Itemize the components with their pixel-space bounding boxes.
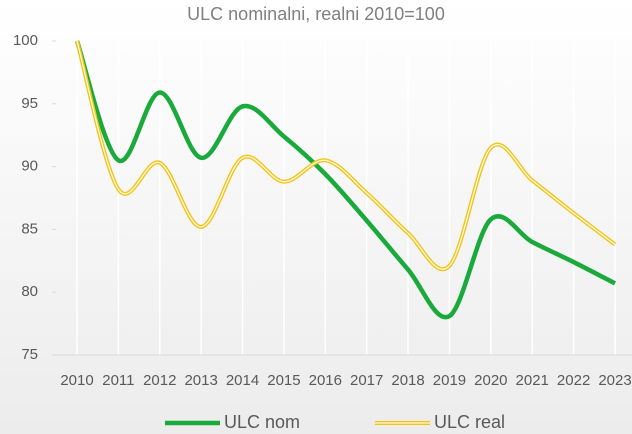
x-tick-label: 2018: [391, 372, 424, 389]
x-tick-label: 2014: [226, 372, 259, 389]
x-tick-label: 2015: [267, 372, 300, 389]
legend-label: ULC nom: [224, 412, 300, 432]
legend-label: ULC real: [434, 412, 505, 432]
y-tick-label: 80: [21, 283, 38, 300]
line-inner: [76, 40, 616, 270]
x-tick-label: 2020: [474, 372, 507, 389]
x-tick-label: 2021: [516, 372, 549, 389]
y-tick-label: 95: [21, 95, 38, 112]
y-tick-label: 85: [21, 220, 38, 237]
x-tick-label: 2022: [557, 372, 590, 389]
x-tick-label: 2023: [598, 372, 631, 389]
x-tick-label: 2019: [433, 372, 466, 389]
line: [74, 40, 617, 320]
y-tick-label: 90: [21, 158, 38, 175]
x-tick-label: 2011: [102, 372, 134, 389]
x-tick-label: 2012: [143, 372, 176, 389]
chart-title: ULC nominalni, realni 2010=100: [187, 4, 445, 24]
y-tick-label: 75: [21, 346, 38, 363]
x-tick-label: 2010: [60, 372, 93, 389]
x-tick-label: 2017: [350, 372, 383, 389]
x-tick-label: 2013: [184, 372, 217, 389]
x-tick-label: 2016: [309, 372, 342, 389]
y-tick-label: 100: [13, 32, 38, 49]
